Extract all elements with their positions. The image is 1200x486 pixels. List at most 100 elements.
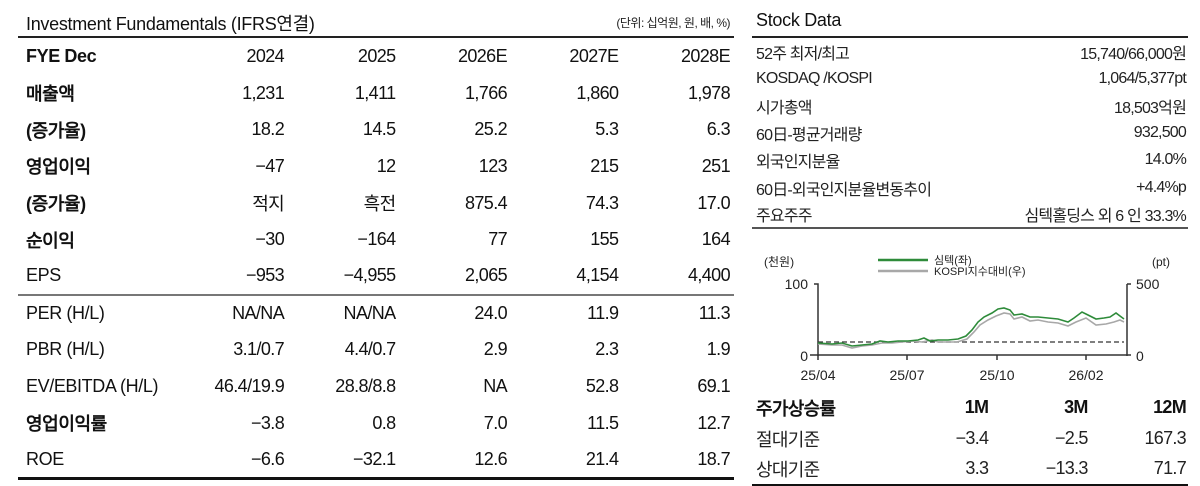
table-header-row: FYE Dec 2024 2025 2026E 2027E 2028E — [18, 38, 734, 75]
table-row: (증가율) 적지 흑전 875.4 74.3 17.0 — [18, 185, 734, 222]
cell: 77 — [488, 229, 508, 250]
legend-label-simtek: 심텍(좌) — [934, 254, 972, 267]
stock-data-title: Stock Data — [756, 10, 842, 30]
stock-data-table: 52주 최저/최고 15,740/66,000원 KOSDAQ /KOSPI 1… — [752, 38, 1188, 230]
cell: 7.0 — [483, 412, 508, 433]
header-cell: 1M — [964, 397, 989, 417]
performance-header-row: 주가상승률 1M 3M 12M — [752, 392, 1188, 423]
cell: 1,766 — [464, 82, 508, 103]
cell: 1,231 — [242, 82, 285, 103]
cell: 69.1 — [697, 376, 730, 397]
cell: 12.7 — [697, 412, 730, 433]
cell: 11.9 — [587, 303, 619, 324]
table-row: ROE −6.6 −32.1 12.6 21.4 18.7 — [18, 441, 734, 480]
cell: 21.4 — [511, 441, 623, 480]
x-tick: 25/07 — [889, 367, 924, 383]
header-cell: 12M — [1153, 397, 1187, 417]
stock-data-row: 60日-외국인지분율변동추이 +4.4%p — [752, 174, 1188, 201]
table-row: PER (H/L) NA/NA NA/NA 24.0 11.9 11.3 — [18, 295, 734, 332]
cell: 4,400 — [622, 258, 734, 296]
cell: −164 — [357, 229, 396, 250]
cell: −3.8 — [250, 412, 285, 433]
performance-row: 상대기준 3.3 −13.3 71.7 — [752, 454, 1188, 486]
fundamentals-title: Investment Fundamentals (IFRS연결) — [26, 14, 315, 34]
cell: 28.8/8.8 — [335, 376, 396, 397]
cell: 1.9 — [706, 339, 731, 360]
cell: 18.7 — [622, 441, 734, 480]
header-cell: 2024 — [246, 45, 285, 66]
cell: 3.1/0.7 — [233, 339, 285, 360]
cell: −2.5 — [1055, 428, 1088, 448]
stock-data-value: 14.0% — [1144, 151, 1187, 169]
table-row: EV/EBITDA (H/L) 46.4/19.9 28.8/8.8 NA 52… — [18, 368, 734, 405]
table-row: EPS −953 −4,955 2,065 4,154 4,400 — [18, 258, 734, 296]
cell: 6.3 — [706, 119, 731, 140]
table-row: 영업이익 −47 12 123 215 251 — [18, 148, 734, 185]
cell: 5.3 — [595, 119, 619, 140]
stock-data-row: 시가총액 18,503억원 — [752, 92, 1188, 119]
fundamentals-table: FYE Dec 2024 2025 2026E 2027E 2028E 매출액 … — [18, 38, 734, 480]
cell: 4.4/0.7 — [344, 339, 396, 360]
row-label: (증가율) — [26, 120, 86, 141]
cell: 2.9 — [483, 339, 508, 360]
cell: 17.0 — [697, 192, 730, 213]
stock-data-label: 52주 최저/최고 — [756, 45, 850, 63]
cell: 24.0 — [474, 303, 508, 324]
cell: 1,860 — [576, 82, 619, 103]
cell: 18.2 — [251, 119, 285, 140]
cell: 11.5 — [587, 412, 619, 433]
cell: 25.2 — [474, 119, 508, 140]
cell: 흑전 — [363, 194, 397, 215]
stock-data-row: 주요주주 심텍홀딩스 외 6 인 33.3% — [752, 201, 1188, 230]
cell: 적지 — [252, 194, 285, 215]
stock-price-chart: (천원) (pt) 심텍(좌) KOSPI지수대비(우) — [752, 246, 1188, 392]
chart-legend: 심텍(좌) KOSPI지수대비(우) — [878, 254, 1026, 278]
cell: −30 — [255, 229, 285, 250]
right-tick-top: 500 — [1136, 276, 1160, 292]
investment-fundamentals-panel: Investment Fundamentals (IFRS연결) (단위: 십억… — [18, 0, 734, 486]
cell: 14.5 — [362, 119, 396, 140]
cell: 123 — [478, 155, 508, 176]
stock-data-value: 932,500 — [1133, 124, 1187, 142]
cell: 2,065 — [399, 258, 512, 296]
header-cell: 2026E — [457, 45, 508, 66]
stock-data-label: KOSDAQ /KOSPI — [756, 69, 873, 87]
right-tick-bottom: 0 — [1136, 348, 1144, 364]
stock-data-label: 시가총액 — [756, 99, 812, 117]
cell: −3.4 — [955, 428, 989, 448]
fundamentals-unit: (단위: 십억원, 원, 배, %) — [616, 16, 730, 30]
table-row: PBR (H/L) 3.1/0.7 4.4/0.7 2.9 2.3 1.9 — [18, 332, 734, 369]
cell: −4,955 — [288, 258, 400, 296]
x-tick: 25/04 — [800, 367, 835, 383]
performance-row: 절대기준 −3.4 −2.5 167.3 — [752, 423, 1188, 454]
cell: 52.8 — [585, 376, 619, 397]
stock-data-value: 18,503억원 — [1114, 99, 1187, 117]
cell: 12 — [376, 155, 396, 176]
stock-data-value: 심텍홀딩스 외 6 인 33.3% — [979, 201, 1188, 230]
cell: −32.1 — [288, 441, 400, 480]
stock-data-label: 60日-평균거래량 — [756, 127, 862, 145]
row-label: PBR (H/L) — [26, 339, 105, 360]
header-cell: 2027E — [569, 45, 619, 66]
left-tick-top: 100 — [785, 276, 809, 292]
stock-data-value: +4.4%p — [1136, 178, 1187, 196]
row-label: 매출액 — [26, 84, 75, 105]
title-divider — [752, 36, 1188, 38]
row-label: EV/EBITDA (H/L) — [26, 376, 159, 397]
header-cell: 3M — [1064, 397, 1088, 417]
cell: 4,154 — [511, 258, 623, 296]
cell: 2.3 — [595, 339, 619, 360]
cell: 164 — [701, 229, 731, 250]
stock-data-row: KOSDAQ /KOSPI 1,064/5,377pt — [752, 65, 1188, 92]
cell: 71.7 — [1089, 454, 1188, 486]
table-row: 매출액 1,231 1,411 1,766 1,860 1,978 — [18, 75, 734, 112]
table-row: 순이익 −30 −164 77 155 164 — [18, 221, 734, 258]
cell: 1,411 — [354, 82, 396, 103]
cell: 155 — [590, 229, 619, 250]
row-label: 영업이익률 — [26, 414, 107, 435]
stock-data-panel: Stock Data 52주 최저/최고 15,740/66,000원 KOSD… — [752, 0, 1188, 486]
row-label: PER (H/L) — [26, 303, 105, 324]
row-label: 순이익 — [26, 230, 75, 251]
stock-data-value: 1,064/5,377pt — [1098, 69, 1187, 87]
left-tick-bottom: 0 — [800, 348, 808, 364]
